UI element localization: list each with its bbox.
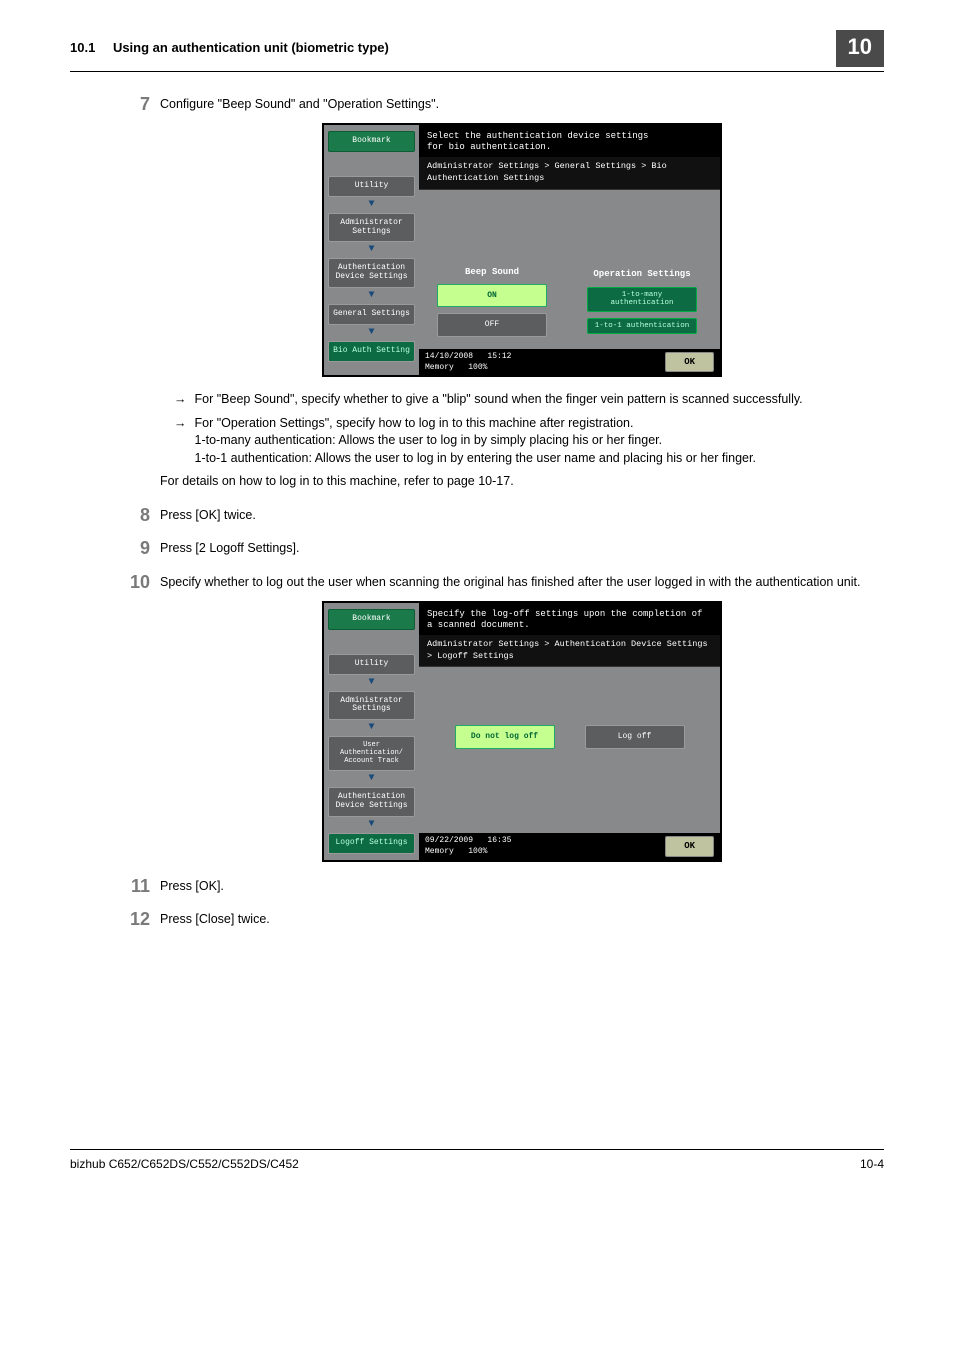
step-text: Configure "Beep Sound" and "Operation Se… (160, 97, 439, 111)
step-11: 11 Press [OK]. (160, 878, 884, 896)
step-after-text: For details on how to log in to this mac… (160, 473, 884, 491)
one-to-one-button[interactable]: 1-to-1 authentication (587, 318, 697, 334)
footer-page-number: 10-4 (860, 1156, 884, 1173)
device-title-line2: a scanned document. (427, 620, 712, 631)
step-subnote: 1-to-1 authentication: Allows the user t… (195, 450, 756, 468)
device-title-line1: Select the authentication device setting… (427, 131, 712, 142)
step-number: 10 (120, 570, 150, 595)
one-to-many-button[interactable]: 1-to-many authentication (587, 287, 697, 312)
device-title-line2: for bio authentication. (427, 142, 712, 153)
breadcrumb: Administrator Settings > Authentication … (419, 635, 720, 668)
beep-on-button[interactable]: ON (437, 284, 547, 307)
beep-sound-label: Beep Sound (437, 266, 547, 279)
step-number: 7 (120, 92, 150, 117)
device-status-bar: 09/22/2009 16:35 Memory 100% OK (419, 833, 720, 859)
sidebar-item-admin-settings[interactable]: Administrator Settings (328, 213, 415, 243)
sidebar-item-admin-settings[interactable]: Administrator Settings (328, 691, 415, 721)
step-note: For "Beep Sound", specify whether to giv… (195, 391, 803, 409)
step-text: Press [OK]. (160, 879, 224, 893)
sidebar-item-utility[interactable]: Utility (328, 654, 415, 675)
operation-settings-label: Operation Settings (587, 268, 697, 281)
arrow-icon: → (174, 415, 187, 468)
beep-off-button[interactable]: OFF (437, 313, 547, 336)
status-memory-pct: 100% (468, 847, 487, 856)
section-number: 10.1 (70, 40, 95, 55)
step-note: For "Operation Settings", specify how to… (195, 415, 756, 433)
device-title-line1: Specify the log-off settings upon the co… (427, 609, 712, 620)
ok-button[interactable]: OK (665, 836, 714, 857)
page-footer: bizhub C652/C652DS/C552/C552DS/C452 10-4 (70, 1149, 884, 1173)
sidebar-item-logoff[interactable]: Logoff Settings (328, 833, 415, 854)
step-number: 11 (120, 874, 150, 899)
chevron-down-icon: ▼ (328, 721, 415, 735)
sidebar-item-general[interactable]: General Settings (328, 304, 415, 325)
page-header: 10.1 Using an authentication unit (biome… (70, 30, 884, 72)
sidebar-item-bio-auth[interactable]: Bio Auth Setting (328, 341, 415, 362)
arrow-icon: → (174, 391, 187, 409)
device-sidebar: Bookmark Utility ▼ Administrator Setting… (324, 603, 419, 860)
footer-model: bizhub C652/C652DS/C552/C552DS/C452 (70, 1156, 299, 1173)
device-screenshot-logoff: Bookmark Utility ▼ Administrator Setting… (322, 601, 722, 862)
sidebar-item-auth-device[interactable]: Authentication Device Settings (328, 258, 415, 288)
status-memory-pct: 100% (468, 363, 487, 372)
step-text: Press [2 Logoff Settings]. (160, 541, 299, 555)
device-sidebar: Bookmark Utility ▼ Administrator Setting… (324, 125, 419, 375)
chevron-down-icon: ▼ (328, 676, 415, 690)
status-time: 15:12 (487, 352, 511, 361)
chevron-down-icon: ▼ (328, 818, 415, 832)
status-time: 16:35 (487, 836, 511, 845)
device-main: Do not log off Log off (419, 667, 720, 833)
step-text: Press [OK] twice. (160, 508, 256, 522)
bookmark-button[interactable]: Bookmark (328, 131, 415, 152)
step-subnote: 1-to-many authentication: Allows the use… (195, 432, 756, 450)
status-date: 09/22/2009 (425, 836, 473, 845)
step-number: 9 (120, 536, 150, 561)
step-text: Specify whether to log out the user when… (160, 575, 860, 589)
device-main: Beep Sound ON OFF Operation Settings 1-t… (419, 190, 720, 349)
do-not-log-off-button[interactable]: Do not log off (455, 725, 555, 748)
status-date: 14/10/2008 (425, 352, 473, 361)
log-off-button[interactable]: Log off (585, 725, 685, 748)
chevron-down-icon: ▼ (328, 772, 415, 786)
step-7: 7 Configure "Beep Sound" and "Operation … (160, 96, 884, 491)
status-memory-label: Memory (425, 847, 454, 856)
step-9: 9 Press [2 Logoff Settings]. (160, 540, 884, 558)
status-memory-label: Memory (425, 363, 454, 372)
breadcrumb: Administrator Settings > General Setting… (419, 157, 720, 190)
step-8: 8 Press [OK] twice. (160, 507, 884, 525)
device-title: Specify the log-off settings upon the co… (419, 603, 720, 635)
step-12: 12 Press [Close] twice. (160, 911, 884, 929)
step-text: Press [Close] twice. (160, 912, 270, 926)
sidebar-item-user-auth-track[interactable]: User Authentication/ Account Track (328, 736, 415, 771)
step-number: 12 (120, 907, 150, 932)
device-status-bar: 14/10/2008 15:12 Memory 100% OK (419, 349, 720, 375)
ok-button[interactable]: OK (665, 352, 714, 373)
bookmark-button[interactable]: Bookmark (328, 609, 415, 630)
chevron-down-icon: ▼ (328, 198, 415, 212)
sidebar-item-auth-device[interactable]: Authentication Device Settings (328, 787, 415, 817)
section-heading: 10.1 Using an authentication unit (biome… (70, 39, 389, 57)
device-screenshot-bio-auth: Bookmark Utility ▼ Administrator Setting… (322, 123, 722, 377)
chevron-down-icon: ▼ (328, 243, 415, 257)
chapter-badge: 10 (836, 30, 884, 67)
device-title: Select the authentication device setting… (419, 125, 720, 157)
section-title: Using an authentication unit (biometric … (113, 40, 389, 55)
step-number: 8 (120, 503, 150, 528)
sidebar-item-utility[interactable]: Utility (328, 176, 415, 197)
chevron-down-icon: ▼ (328, 326, 415, 340)
chevron-down-icon: ▼ (328, 289, 415, 303)
step-10: 10 Specify whether to log out the user w… (160, 574, 884, 862)
